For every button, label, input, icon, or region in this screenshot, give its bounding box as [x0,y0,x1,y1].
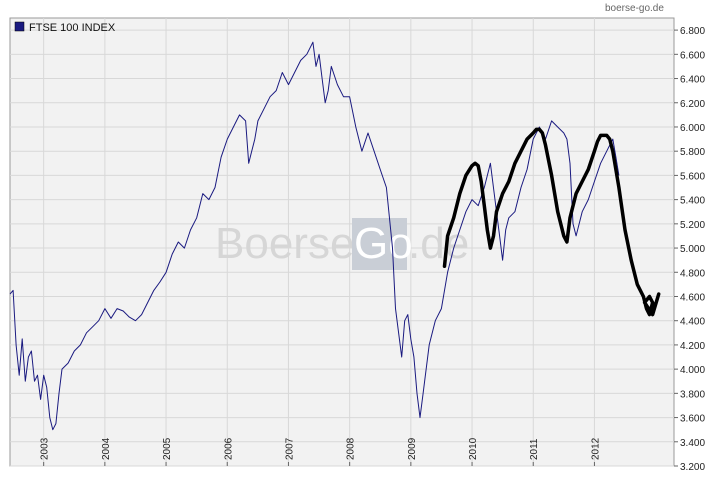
y-tick-label: 6.000 [680,123,705,134]
y-tick-label: 5.000 [680,244,705,255]
y-tick-label: 3.800 [680,389,705,400]
y-tick-label: 4.800 [680,268,705,279]
series-layer [9,41,620,431]
watermark-go: Go [354,219,413,268]
y-axis: 3.200 3.400 3.600 3.800 4.000 4.200 4.400 4.600… [674,26,705,473]
y-tick-label: 4.000 [680,365,705,376]
x-tick-label: 2011 [529,438,540,460]
x-tick-label: 2010 [468,437,479,460]
x-tick-label: 2007 [284,437,295,460]
x-tick-label: 2009 [407,437,418,460]
y-tick-label: 6.800 [680,26,705,37]
watermark: Boerse Go .de [215,218,469,270]
y-tick-label: 3.200 [680,462,705,473]
annotation-layer [442,127,661,317]
legend-label: FTSE 100 INDEX [29,22,116,34]
x-tick-label: 2006 [223,437,234,460]
x-tick-label: 2004 [101,437,112,460]
y-tick-label: 4.600 [680,292,705,303]
y-tick-label: 5.600 [680,171,705,182]
x-tick-label: 2003 [40,437,51,460]
y-tick-label: 6.600 [680,50,705,61]
x-axis: 2003 2004 2005 2006 2007 2008 2009 2010 2011 2012 [40,437,601,466]
grid [10,18,674,467]
y-tick-label: 6.200 [680,99,705,110]
y-tick-label: 5.200 [680,220,705,231]
y-tick-label: 4.200 [680,341,705,352]
watermark-boerse: Boerse [215,219,354,268]
y-tick-label: 5.800 [680,147,705,158]
y-tick-label: 3.400 [680,438,705,449]
y-tick-label: 3.600 [680,414,705,425]
y-tick-label: 6.400 [680,75,705,86]
credit-label: boerse-go.de [605,3,664,14]
series-line-ftse [9,41,620,431]
y-tick-label: 5.400 [680,196,705,207]
y-tick-label: 4.400 [680,317,705,328]
watermark-de: .de [408,219,469,268]
watermark-go-box [352,218,407,270]
hand-drawn-annotation [442,127,661,317]
legend-swatch [14,21,25,32]
x-tick-label: 2012 [590,437,601,460]
x-tick-label: 2008 [346,437,357,460]
x-tick-label: 2005 [162,437,173,460]
